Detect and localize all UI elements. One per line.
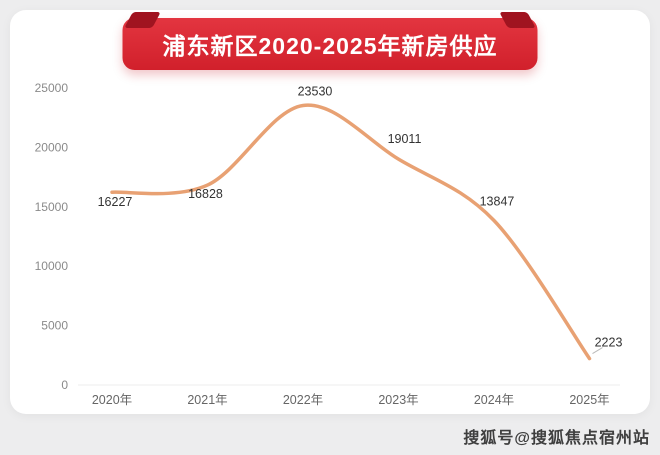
x-tick-label: 2025年 <box>569 393 609 407</box>
x-tick-label: 2023年 <box>378 393 418 407</box>
chart-card: 浦东新区2020-2025年新房供应 0 5000 10000 15000 20000 2… <box>10 10 650 414</box>
watermark-text: 搜狐号@搜狐焦点宿州站 <box>463 430 650 447</box>
label-leader-line <box>592 347 603 355</box>
chart-title: 浦东新区2020-2025年新房供应 <box>162 33 498 59</box>
x-tick-label: 2024年 <box>474 393 514 407</box>
title-banner: 浦东新区2020-2025年新房供应 <box>122 18 538 70</box>
supply-line <box>110 103 592 361</box>
y-tick-label: 10000 <box>35 259 69 273</box>
data-label: 19011 <box>388 132 422 146</box>
data-label: 13847 <box>480 194 515 208</box>
data-label: 16227 <box>98 195 133 209</box>
y-tick-label: 0 <box>61 378 68 392</box>
y-tick-label: 25000 <box>35 81 69 95</box>
x-tick-label: 2020年 <box>92 393 132 407</box>
y-tick-label: 20000 <box>35 140 69 154</box>
chart-area: 0 5000 10000 15000 20000 25000 2020年 2021年 2022年… <box>20 58 640 410</box>
data-label: 16828 <box>188 187 223 201</box>
data-label: 2223 <box>595 336 623 350</box>
y-tick-label: 15000 <box>35 200 69 214</box>
data-label: 23530 <box>298 84 333 98</box>
y-tick-label: 5000 <box>41 319 68 333</box>
x-tick-label: 2021年 <box>187 393 227 407</box>
chart-svg: 0 5000 10000 15000 20000 25000 2020年 2021年 2022年… <box>35 81 623 407</box>
x-tick-label: 2022年 <box>283 393 323 407</box>
